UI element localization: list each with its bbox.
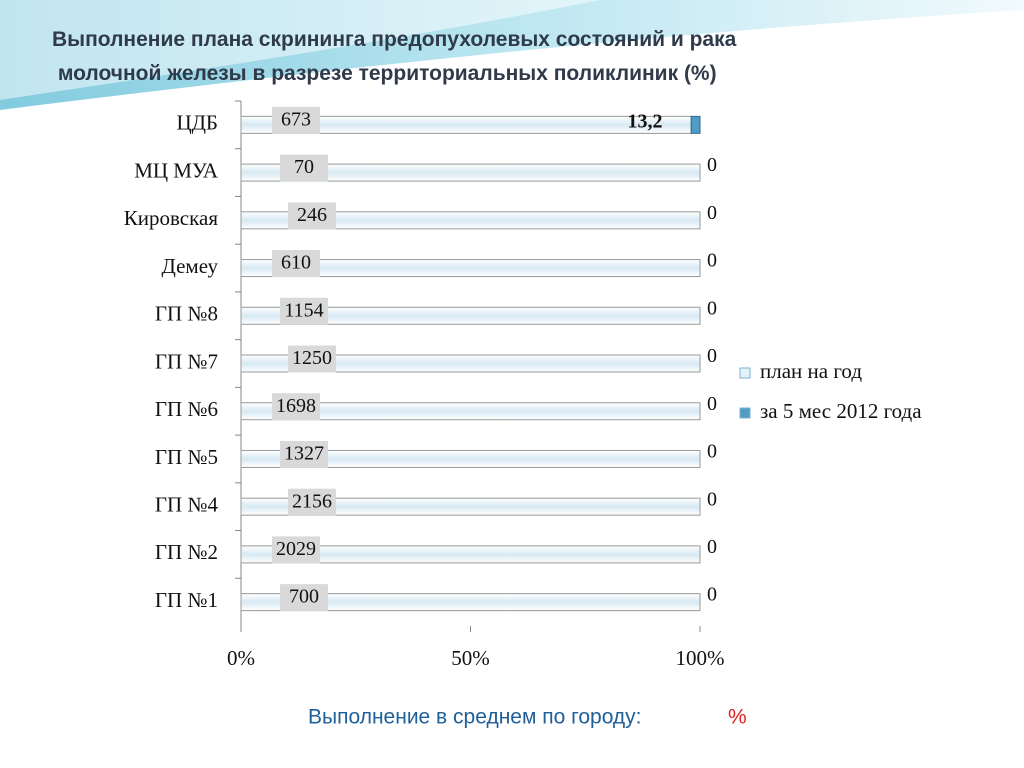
data-label-box	[272, 393, 320, 421]
data-label: 2029	[276, 538, 316, 560]
data-label-box	[288, 345, 336, 373]
data-label: 1698	[276, 395, 316, 417]
y-tick-label: ГП №2	[155, 540, 218, 564]
data-label-box	[288, 202, 336, 230]
data-label: 0	[707, 488, 717, 510]
decoration	[0, 0, 600, 100]
bar-segment	[240, 211, 701, 230]
data-label: 2156	[292, 490, 332, 512]
x-tick-label: 100%	[676, 646, 725, 670]
chart-title: Выполнение плана скрининга предопухолевы…	[52, 28, 737, 85]
x-tick-label: 50%	[451, 646, 490, 670]
data-label: 0	[707, 345, 717, 367]
bar-segment	[240, 545, 701, 564]
y-tick-label: ЦДБ	[176, 111, 218, 135]
data-label: 673	[281, 108, 311, 130]
data-label: 0	[707, 250, 717, 272]
data-label: 700	[289, 586, 319, 608]
bar-segment	[240, 354, 701, 373]
data-label: 0	[707, 297, 717, 319]
data-label-box	[280, 297, 328, 325]
data-label: 0	[707, 393, 717, 415]
data-label-box	[272, 106, 320, 134]
bar-segment	[240, 259, 701, 278]
y-tick-label: ГП №4	[155, 492, 219, 516]
data-label-box	[280, 154, 328, 182]
y-tick-label: Кировская	[124, 206, 219, 230]
data-label: 0	[707, 154, 717, 176]
data-label: 610	[281, 252, 311, 274]
data-label-box	[288, 488, 336, 516]
y-tick-label: ГП №5	[155, 445, 218, 469]
data-label: 0	[707, 536, 717, 558]
y-tick-label: Демеу	[162, 254, 219, 278]
data-label: 0	[707, 584, 717, 606]
data-label: 13,2	[628, 110, 663, 132]
data-label: 1250	[292, 347, 332, 369]
y-tick-label: ГП №7	[155, 349, 218, 373]
data-label: 70	[294, 156, 314, 178]
bar-segment	[240, 497, 701, 516]
y-tick-label: ГП №6	[155, 397, 218, 421]
data-label-box	[272, 250, 320, 278]
y-tick-label: ГП №8	[155, 302, 218, 326]
data-label: 1327	[284, 443, 324, 465]
legend-label: план на год	[760, 359, 862, 383]
data-label-box	[280, 440, 328, 468]
bar-segment	[240, 402, 701, 421]
bar-segment	[690, 115, 701, 134]
data-label: 0	[707, 441, 717, 463]
bar-segment	[240, 163, 701, 182]
footer-unit: %	[728, 706, 747, 729]
legend-swatch	[739, 407, 751, 419]
y-tick-label: ГП №1	[155, 588, 218, 612]
bar-segment	[240, 306, 701, 325]
bar-segment	[240, 449, 701, 468]
data-label: 246	[297, 204, 327, 226]
legend-label: за 5 мес 2012 года	[760, 399, 922, 423]
legend-swatch	[739, 367, 751, 379]
footer-text: Выполнение в среднем по городу:	[308, 706, 642, 729]
data-label: 0	[707, 202, 717, 224]
y-tick-label: МЦ МУА	[134, 158, 219, 182]
bar-segment	[240, 593, 701, 612]
data-label-box	[272, 536, 320, 564]
data-label-box	[280, 584, 328, 612]
x-tick-label: 0%	[227, 646, 255, 670]
data-label: 1154	[284, 299, 323, 321]
